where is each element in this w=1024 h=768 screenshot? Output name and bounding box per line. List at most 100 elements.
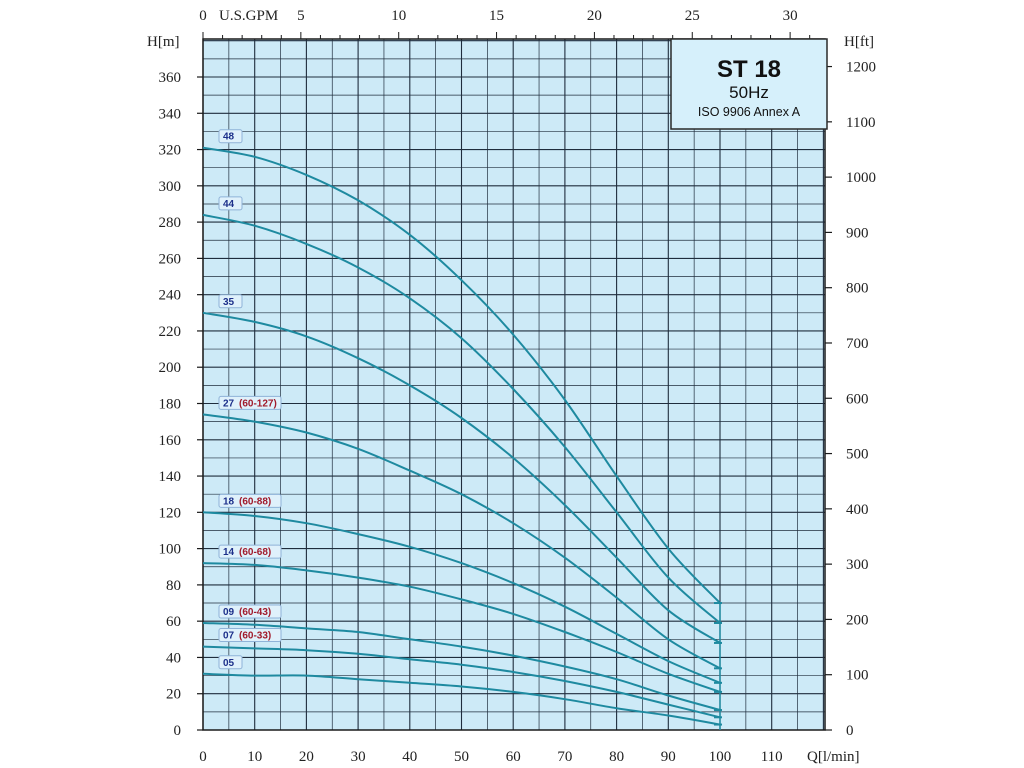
y2-tick-label: 100 <box>846 668 869 684</box>
curve-label-box <box>218 395 282 410</box>
y2-tick-label: 800 <box>846 281 869 297</box>
y2-tick-label: 0 <box>846 723 854 739</box>
x-tick-label: 100 <box>709 749 732 765</box>
curve-label-box <box>218 628 282 643</box>
curve-label-range: (60-68) <box>239 547 271 558</box>
y-tick-label: 80 <box>166 578 181 594</box>
curve-labels: 48 44 35 27 (60-127) 18 (60-88) 14 (60-68) 09 (60-… <box>218 129 282 670</box>
curve-label-number: 44 <box>223 199 235 210</box>
y-axis-label: H[m] <box>147 34 180 50</box>
curve-35 <box>202 311 721 644</box>
curve-label-range: (60-33) <box>239 631 271 642</box>
y-tick-label: 360 <box>159 70 182 86</box>
y2-tick-label: 500 <box>846 447 869 463</box>
plot-area <box>203 39 825 730</box>
y-tick-label: 100 <box>159 542 182 558</box>
curve-label-27: 27 (60-127) <box>218 395 282 410</box>
y2-tick-label: 900 <box>846 225 869 241</box>
curve-label-box <box>218 493 282 508</box>
curve-48 <box>202 146 721 604</box>
chart-title: ST 18 <box>717 56 781 83</box>
curve-label-09: 09 (60-43) <box>218 604 282 619</box>
x-tick-label: 40 <box>402 749 417 765</box>
x-tick-label: 60 <box>506 749 521 765</box>
curve-07 <box>202 645 721 719</box>
x-tick-label: 110 <box>761 749 783 765</box>
y-tick-label: 300 <box>159 179 182 195</box>
y-tick-label: 260 <box>159 251 182 267</box>
y2-tick-label: 600 <box>846 391 869 407</box>
x-tick-label: 70 <box>557 749 572 765</box>
curve-label-box <box>218 655 243 670</box>
x-tick-label: 90 <box>661 749 676 765</box>
y2-axis-label: H[ft] <box>844 34 874 50</box>
curve-44 <box>202 213 721 624</box>
curve-label-number: 09 <box>223 607 235 618</box>
y-tick-label: 60 <box>166 614 181 630</box>
y-tick-label: 0 <box>174 723 182 739</box>
y2-tick-label: 1200 <box>846 60 876 76</box>
y-tick-label: 120 <box>159 505 182 521</box>
curve-18 <box>202 511 721 684</box>
curve-label-number: 14 <box>223 547 235 558</box>
curve-label-number: 35 <box>223 297 235 308</box>
curve-label-number: 07 <box>223 631 235 642</box>
x-tick-label: 10 <box>247 749 262 765</box>
y-tick-label: 180 <box>159 397 182 413</box>
y-tick-label: 160 <box>159 433 182 449</box>
curve-label-18: 18 (60-88) <box>218 493 282 508</box>
x-tick-label: 50 <box>454 749 469 765</box>
x-tick-label: 20 <box>299 749 314 765</box>
x2-tick-label: 5 <box>297 8 305 24</box>
curve-label-range: (60-88) <box>239 496 271 507</box>
y-tick-label: 20 <box>166 687 181 703</box>
y2-tick-label: 400 <box>846 502 869 518</box>
y2-tick-label: 300 <box>846 557 869 573</box>
curve-label-box <box>218 604 282 619</box>
x2-tick-label: 30 <box>783 8 798 24</box>
chart-subtitle: 50Hz <box>729 83 769 102</box>
y2-tick-label: 200 <box>846 612 869 628</box>
x-tick-label: 80 <box>609 749 624 765</box>
curve-label-number: 48 <box>223 132 235 143</box>
curve-05 <box>202 672 721 726</box>
curve-27 <box>202 413 721 670</box>
y-tick-label: 220 <box>159 324 182 340</box>
curve-label-box <box>218 196 243 211</box>
x-tick-label: 0 <box>199 749 207 765</box>
curve-label-box <box>218 294 243 309</box>
curve-label-number: 27 <box>223 398 235 409</box>
x2-tick-label: 15 <box>489 8 504 24</box>
y2-tick-label: 700 <box>846 336 869 352</box>
title-box: ST 18 50Hz ISO 9906 Annex A <box>670 38 828 130</box>
x2-tick-label: 25 <box>685 8 700 24</box>
performance-curves <box>202 146 722 730</box>
curve-label-range: (60-127) <box>239 398 277 409</box>
y-tick-label: 40 <box>166 650 181 666</box>
curve-label-44: 44 <box>218 196 243 211</box>
grid <box>202 38 826 731</box>
y-tick-label: 280 <box>159 215 182 231</box>
curve-label-05: 05 <box>218 655 243 670</box>
x2-tick-label: 0 <box>199 8 207 24</box>
x-tick-label: 30 <box>351 749 366 765</box>
curve-label-range: (60-43) <box>239 607 271 618</box>
curve-09 <box>202 622 721 711</box>
curve-label-14: 14 (60-68) <box>218 544 282 559</box>
x2-axis-label: U.S.GPM <box>219 8 278 24</box>
curve-label-48: 48 <box>218 129 243 144</box>
y-tick-label: 240 <box>159 288 182 304</box>
curve-label-box <box>218 129 243 144</box>
y-tick-label: 200 <box>159 360 182 376</box>
curve-label-box <box>218 544 282 559</box>
chart-standard: ISO 9906 Annex A <box>698 105 801 119</box>
curve-label-35: 35 <box>218 294 243 309</box>
curve-label-number: 05 <box>223 658 235 669</box>
y-tick-label: 340 <box>159 106 182 122</box>
curve-label-number: 18 <box>223 496 235 507</box>
curve-label-07: 07 (60-33) <box>218 628 282 643</box>
plot-frame <box>202 38 826 731</box>
x-axis-label: Q[l/min] <box>807 749 860 765</box>
axis-ticks: 0 10 20 30 40 50 60 70 80 90 100 110020406080100120… <box>159 8 877 765</box>
